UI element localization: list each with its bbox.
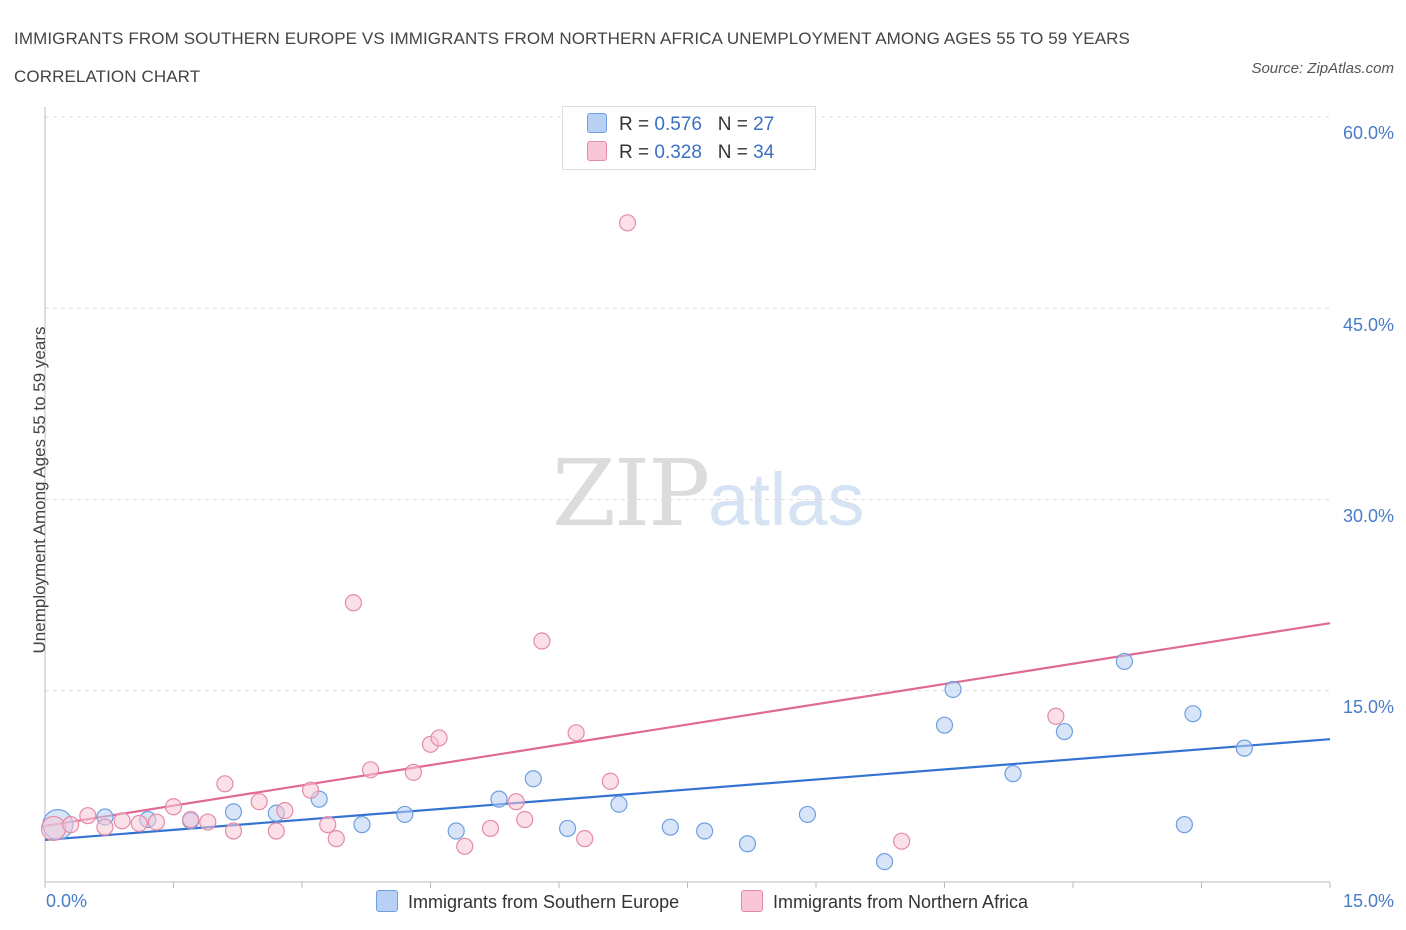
legend-swatch-pink (741, 890, 763, 912)
r-label: R = (619, 114, 655, 135)
point-northern-africa (267, 822, 285, 840)
point-northern-africa (301, 781, 320, 799)
axes (44, 107, 1331, 888)
point-northern-africa (344, 594, 362, 612)
point-northern-africa (576, 830, 594, 848)
point-northern-africa (147, 813, 165, 831)
trend-lines (44, 622, 1331, 842)
legend-label: Immigrants from Southern Europe (408, 892, 680, 912)
point-northern-africa (1047, 707, 1065, 725)
point-northern-africa (533, 632, 551, 650)
chart-title: IMMIGRANTS FROM SOUTHERN EUROPE VS IMMIG… (14, 29, 1130, 86)
point-southern-europe (944, 680, 962, 699)
x-tick-label-max: 15.0% (1342, 891, 1394, 911)
point-southern-europe (1115, 652, 1134, 671)
point-southern-europe (1184, 705, 1202, 723)
point-northern-africa (361, 761, 380, 779)
r-value: 0.576 (654, 114, 702, 135)
legend-label: Immigrants from Northern Africa (773, 892, 1029, 912)
legend-item-southern-europe: Immigrants from Southern Europe (376, 890, 679, 913)
point-southern-europe (875, 852, 894, 871)
point-northern-africa (40, 815, 67, 842)
r-value: 0.328 (654, 142, 702, 163)
point-southern-europe (396, 805, 414, 824)
r-label: R = (619, 142, 655, 163)
n-value: 27 (753, 114, 775, 135)
point-northern-africa (601, 772, 620, 790)
stats-row-southern-europe: R = 0.576 N = 27 (587, 113, 774, 139)
point-southern-europe (224, 803, 243, 821)
point-northern-africa (130, 814, 148, 832)
watermark-zip: ZIP (552, 440, 710, 547)
x-tick-label-min: 0.0% (46, 891, 88, 911)
point-northern-africa (507, 793, 525, 811)
point-southern-europe (1235, 739, 1253, 757)
point-southern-europe (558, 819, 577, 838)
point-northern-africa (430, 729, 448, 747)
trend-line-northern-africa (44, 622, 1331, 827)
point-northern-africa (276, 801, 294, 820)
stats-row-northern-africa: R = 0.328 N = 34 (587, 141, 774, 167)
stats-legend: R = 0.576 N = 27 R = 0.328 N = 34 (562, 106, 816, 170)
legend-swatch-pink (587, 141, 607, 161)
point-northern-africa (96, 818, 114, 836)
point-southern-europe (524, 770, 542, 788)
y-tick-label-60: 60.0% (1342, 123, 1394, 143)
y-tick-label-30: 30.0% (1342, 506, 1394, 526)
point-southern-europe (1055, 722, 1074, 741)
point-northern-africa (567, 724, 585, 742)
y-axis-label: Unemployment Among Ages 55 to 59 years (30, 326, 49, 654)
grid-lines (45, 116, 1330, 692)
point-northern-africa (516, 810, 534, 829)
point-southern-europe (661, 818, 679, 836)
point-southern-europe (1004, 765, 1022, 783)
point-northern-africa (618, 214, 637, 232)
point-northern-africa (182, 810, 200, 829)
point-northern-africa (404, 763, 422, 781)
point-northern-africa (62, 816, 80, 834)
point-northern-africa (481, 819, 500, 838)
point-northern-africa (224, 822, 243, 840)
point-southern-europe (1175, 816, 1193, 834)
point-northern-africa (164, 798, 183, 816)
trend-line-southern-europe (44, 738, 1331, 842)
point-southern-europe (353, 816, 371, 834)
point-northern-africa (319, 816, 337, 834)
n-value: 34 (753, 142, 775, 163)
point-northern-africa (79, 807, 97, 825)
point-northern-africa (113, 812, 131, 830)
point-southern-europe (610, 795, 628, 813)
legend-item-northern-africa: Immigrants from Northern Africa (741, 890, 1028, 913)
point-northern-africa (327, 830, 345, 848)
point-northern-africa (893, 832, 911, 850)
point-northern-africa (456, 837, 474, 855)
point-southern-europe (935, 716, 954, 734)
point-southern-europe (696, 822, 714, 840)
point-southern-europe (490, 790, 508, 808)
data-points (40, 214, 1253, 871)
point-southern-europe (447, 822, 465, 840)
y-tick-label-15: 15.0% (1342, 697, 1394, 717)
y-tick-label-45: 45.0% (1342, 315, 1394, 335)
n-label: N = (717, 142, 754, 163)
point-southern-europe (738, 835, 757, 853)
n-label: N = (717, 114, 754, 135)
legend-swatch-blue (587, 113, 607, 133)
point-southern-europe (798, 805, 817, 824)
point-northern-africa (250, 793, 268, 811)
point-northern-africa (199, 813, 217, 831)
source-label: Source: ZipAtlas.com (1251, 60, 1394, 77)
legend-swatch-blue (376, 890, 398, 912)
point-northern-africa (216, 775, 234, 793)
